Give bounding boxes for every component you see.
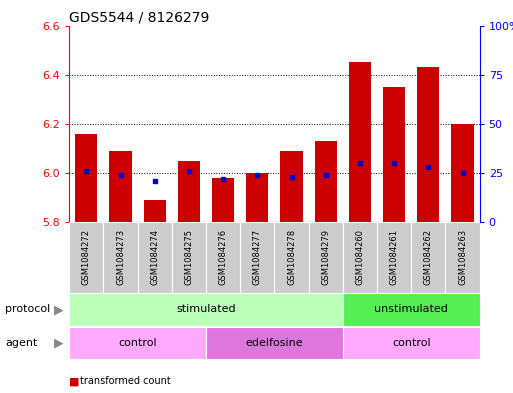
Text: control: control [392, 338, 430, 348]
Text: stimulated: stimulated [176, 305, 236, 314]
Bar [246, 173, 268, 222]
Text: GSM1084263: GSM1084263 [458, 230, 467, 285]
Text: GSM1084277: GSM1084277 [253, 230, 262, 285]
FancyBboxPatch shape [377, 222, 411, 293]
Text: unstimulated: unstimulated [374, 305, 448, 314]
Bar [349, 62, 371, 222]
Bar [178, 161, 200, 222]
Bar [281, 151, 303, 222]
Text: GSM1084274: GSM1084274 [150, 230, 159, 285]
Bar [75, 134, 97, 222]
FancyBboxPatch shape [240, 222, 274, 293]
Text: GSM1084276: GSM1084276 [219, 230, 228, 285]
Text: control: control [119, 338, 157, 348]
Text: GDS5544 / 8126279: GDS5544 / 8126279 [69, 10, 210, 24]
FancyBboxPatch shape [309, 222, 343, 293]
Text: ▶: ▶ [54, 336, 64, 349]
FancyBboxPatch shape [137, 222, 172, 293]
FancyBboxPatch shape [69, 327, 206, 359]
FancyBboxPatch shape [172, 222, 206, 293]
FancyBboxPatch shape [445, 222, 480, 293]
Text: transformed count: transformed count [80, 376, 170, 386]
Text: GSM1084275: GSM1084275 [185, 230, 193, 285]
Text: ■: ■ [69, 376, 80, 386]
Text: GSM1084262: GSM1084262 [424, 230, 433, 285]
FancyBboxPatch shape [343, 294, 480, 325]
FancyBboxPatch shape [206, 222, 240, 293]
Text: GSM1084278: GSM1084278 [287, 230, 296, 285]
Bar [212, 178, 234, 222]
FancyBboxPatch shape [206, 327, 343, 359]
FancyBboxPatch shape [411, 222, 445, 293]
Text: ▶: ▶ [54, 303, 64, 316]
Text: GSM1084279: GSM1084279 [321, 230, 330, 285]
Bar [451, 124, 473, 222]
Bar [314, 141, 337, 222]
Text: edelfosine: edelfosine [246, 338, 303, 348]
FancyBboxPatch shape [69, 294, 343, 325]
FancyBboxPatch shape [104, 222, 137, 293]
Bar [417, 67, 440, 222]
Text: agent: agent [5, 338, 37, 348]
FancyBboxPatch shape [343, 222, 377, 293]
FancyBboxPatch shape [69, 222, 104, 293]
Bar [109, 151, 132, 222]
Text: protocol: protocol [5, 305, 50, 314]
FancyBboxPatch shape [274, 222, 309, 293]
Text: GSM1084272: GSM1084272 [82, 230, 91, 285]
Bar [383, 87, 405, 222]
Bar [144, 200, 166, 222]
Text: GSM1084273: GSM1084273 [116, 230, 125, 285]
FancyBboxPatch shape [343, 327, 480, 359]
Text: GSM1084261: GSM1084261 [390, 230, 399, 285]
Text: GSM1084260: GSM1084260 [356, 230, 364, 285]
